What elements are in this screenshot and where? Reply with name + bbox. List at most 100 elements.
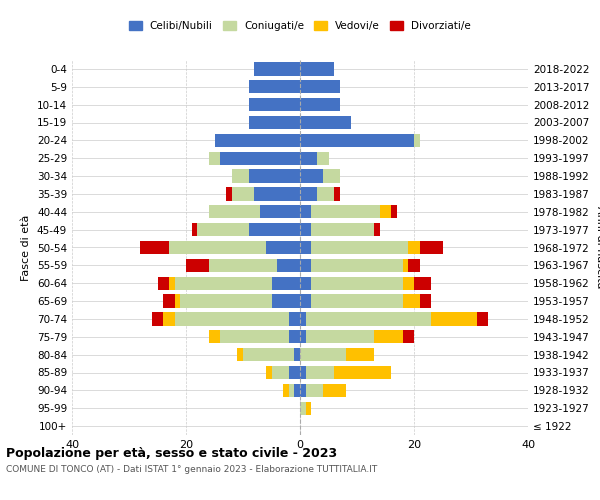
Bar [266,241,300,254]
Bar [311,294,403,308]
Bar [409,241,420,254]
Bar [289,384,295,397]
Bar [249,170,300,183]
Bar [169,276,175,290]
Bar [186,258,209,272]
Bar [295,384,300,397]
Bar [346,348,374,362]
Bar [271,276,300,290]
Bar [300,116,352,129]
Bar [209,152,220,165]
Bar [420,294,431,308]
Bar [175,276,271,290]
Text: COMUNE DI TONCO (AT) - Dati ISTAT 1° gennaio 2023 - Elaborazione TUTTITALIA.IT: COMUNE DI TONCO (AT) - Dati ISTAT 1° gen… [6,466,377,474]
Bar [232,187,254,200]
Bar [289,330,300,344]
Bar [220,330,289,344]
Bar [175,294,181,308]
Bar [289,366,300,379]
Bar [157,276,169,290]
Bar [220,152,300,165]
Y-axis label: Anni di nascita: Anni di nascita [595,206,600,289]
Bar [209,205,260,218]
Bar [300,205,311,218]
Y-axis label: Fasce di età: Fasce di età [22,214,31,280]
Bar [249,223,300,236]
Bar [163,312,175,326]
Bar [197,223,249,236]
Bar [311,258,403,272]
Bar [249,116,300,129]
Bar [300,294,311,308]
Bar [300,170,323,183]
Bar [260,205,300,218]
Bar [306,312,431,326]
Bar [169,241,266,254]
Bar [317,187,334,200]
Bar [414,276,431,290]
Bar [300,187,317,200]
Bar [334,187,340,200]
Bar [300,62,334,76]
Bar [323,170,340,183]
Bar [477,312,488,326]
Bar [300,223,311,236]
Bar [209,258,277,272]
Bar [254,62,300,76]
Bar [414,134,420,147]
Bar [295,348,300,362]
Bar [334,366,391,379]
Bar [163,294,175,308]
Bar [403,330,414,344]
Bar [306,330,374,344]
Bar [300,241,311,254]
Bar [152,312,163,326]
Bar [300,80,340,94]
Bar [300,348,346,362]
Bar [300,366,306,379]
Bar [283,384,289,397]
Bar [243,348,295,362]
Bar [306,366,334,379]
Bar [215,134,300,147]
Text: Popolazione per età, sesso e stato civile - 2023: Popolazione per età, sesso e stato civil… [6,448,337,460]
Legend: Celibi/Nubili, Coniugati/e, Vedovi/e, Divorziati/e: Celibi/Nubili, Coniugati/e, Vedovi/e, Di… [125,16,475,35]
Bar [140,241,169,254]
Bar [403,258,409,272]
Bar [289,312,300,326]
Bar [300,384,306,397]
Bar [277,258,300,272]
Bar [249,80,300,94]
Bar [306,402,311,415]
Bar [311,276,403,290]
Bar [300,134,414,147]
Bar [374,223,380,236]
Bar [403,276,414,290]
Bar [266,366,271,379]
Bar [311,205,380,218]
Bar [374,330,403,344]
Bar [209,330,220,344]
Bar [403,294,420,308]
Bar [311,241,408,254]
Bar [300,402,306,415]
Bar [192,223,197,236]
Bar [271,366,289,379]
Bar [300,276,311,290]
Bar [300,330,306,344]
Bar [300,312,306,326]
Bar [431,312,477,326]
Bar [226,187,232,200]
Bar [323,384,346,397]
Bar [271,294,300,308]
Bar [409,258,420,272]
Bar [300,98,340,112]
Bar [317,152,329,165]
Bar [181,294,271,308]
Bar [306,384,323,397]
Bar [300,258,311,272]
Bar [175,312,289,326]
Bar [311,223,374,236]
Bar [300,152,317,165]
Bar [238,348,243,362]
